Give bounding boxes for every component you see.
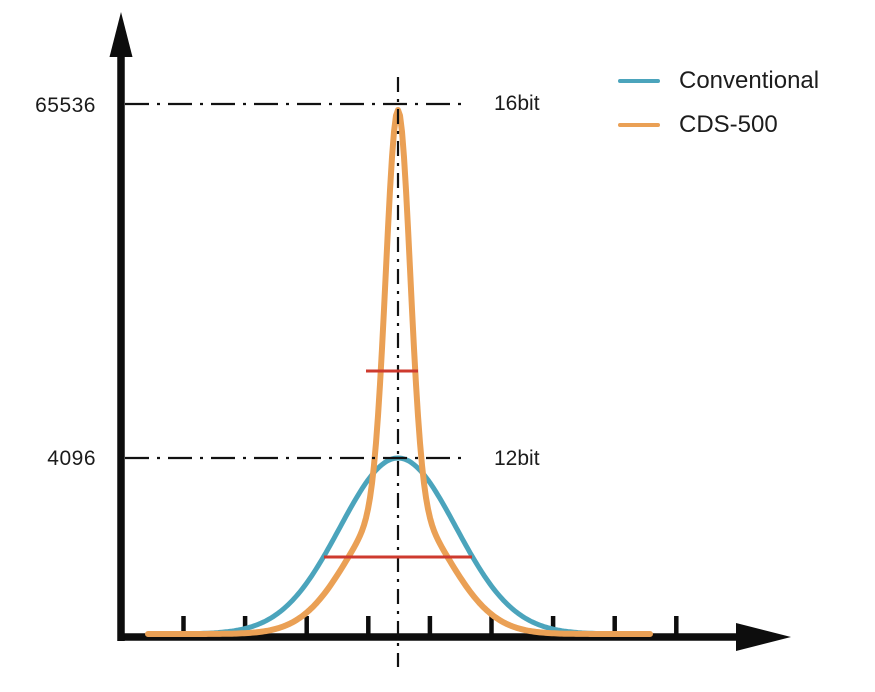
legend: Conventional CDS-500 [618, 66, 819, 154]
legend-swatch-conventional-line [618, 79, 660, 83]
legend-item-conventional: Conventional [618, 66, 819, 96]
legend-item-cds-500: CDS-500 [618, 110, 819, 140]
y-axis-label-4096: 4096 [47, 447, 96, 470]
y-axis-label-65536: 65536 [35, 94, 96, 117]
y-axis-arrow-icon [109, 12, 133, 57]
bit-depth-label-12bit: 12bit [494, 447, 540, 470]
legend-label-cds-500: CDS-500 [679, 111, 778, 138]
legend-label-conventional: Conventional [679, 67, 820, 94]
x-axis-arrow-icon [736, 623, 791, 651]
curve-conventional [157, 455, 647, 637]
legend-swatch-cds-500-line [618, 123, 660, 127]
bit-depth-label-16bit: 16bit [494, 92, 540, 115]
